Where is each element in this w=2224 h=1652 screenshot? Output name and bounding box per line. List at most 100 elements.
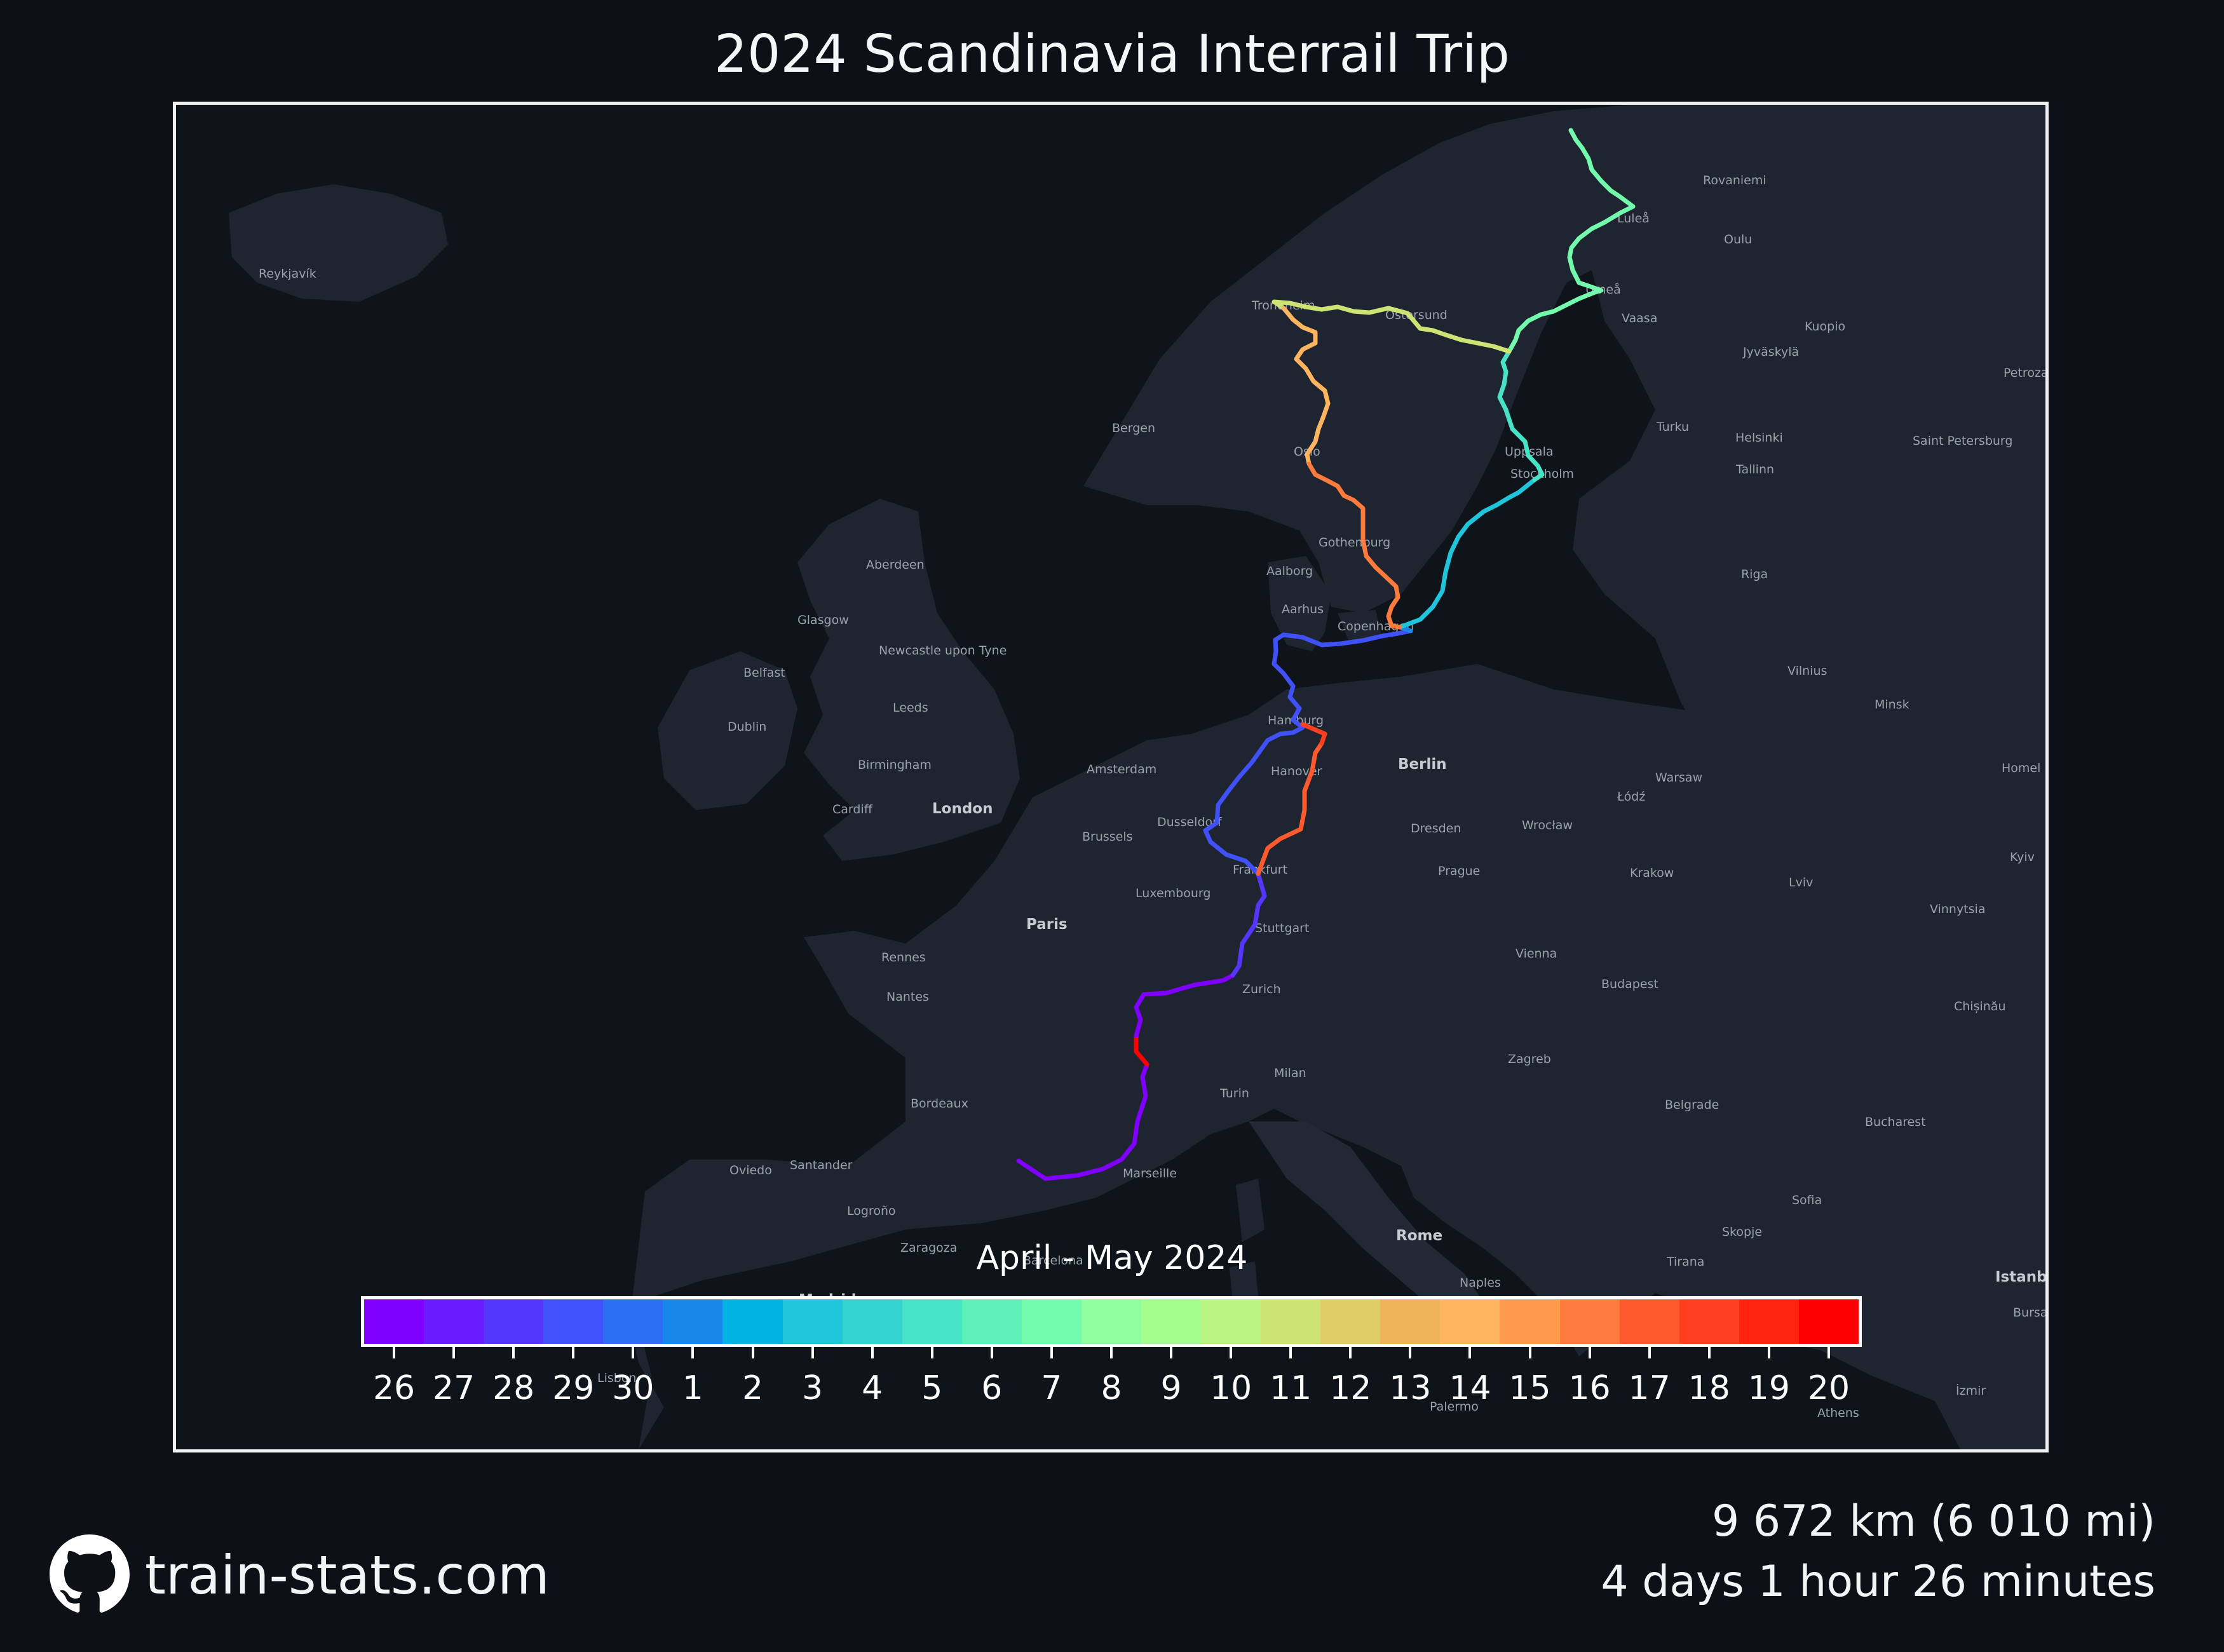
colorbar-tick-label: 2 <box>742 1369 764 1407</box>
colorbar-tick <box>1707 1346 1711 1358</box>
colorbar-tick-label: 19 <box>1747 1369 1790 1407</box>
city-label: Rovaniemi <box>1703 173 1766 187</box>
city-label: Minsk <box>1875 698 1909 712</box>
colorbar-cell <box>603 1299 663 1344</box>
city-label: Tirana <box>1666 1255 1704 1269</box>
colorbar-cell <box>1201 1299 1261 1344</box>
city-label: İzmir <box>1956 1383 1986 1398</box>
city-label: Zagreb <box>1508 1052 1551 1066</box>
colorbar-tick-label: 13 <box>1389 1369 1432 1407</box>
scandinavia-landmass <box>1083 105 2045 766</box>
colorbar-tick <box>930 1346 933 1358</box>
city-label: Turku <box>1656 420 1689 434</box>
colorbar-cell <box>1320 1299 1381 1344</box>
colorbar-cell <box>1081 1299 1142 1344</box>
colorbar-tick-label: 27 <box>433 1369 475 1407</box>
colorbar-cell <box>1798 1299 1859 1344</box>
colorbar-tick <box>1409 1346 1412 1358</box>
colorbar-tick <box>452 1346 456 1358</box>
colorbar-tick-label: 29 <box>552 1369 595 1407</box>
colorbar-cell <box>1141 1299 1202 1344</box>
colorbar-tick-label: 30 <box>612 1369 654 1407</box>
city-label: Milan <box>1274 1066 1306 1080</box>
colorbar-tick-label: 14 <box>1449 1369 1491 1407</box>
city-label: Turin <box>1219 1087 1249 1100</box>
city-label: Belfast <box>743 666 785 680</box>
city-label: Bucharest <box>1865 1115 1926 1129</box>
city-label: Santander <box>790 1158 853 1172</box>
city-label: Zaragoza <box>900 1241 957 1255</box>
city-label: Belgrade <box>1665 1098 1719 1112</box>
colorbar-cell <box>1380 1299 1441 1344</box>
route-segment <box>1016 1062 1149 1181</box>
colorbar-tick-label: 26 <box>372 1369 416 1407</box>
colorbar-tick <box>1349 1346 1352 1358</box>
city-label: Budapest <box>1601 977 1658 991</box>
city-label: Luxembourg <box>1136 886 1210 900</box>
colorbar-cell <box>842 1299 902 1344</box>
colorbar-tick-label: 15 <box>1509 1369 1551 1407</box>
site-link[interactable]: train-stats.com <box>145 1544 550 1606</box>
chart-title: 2024 Scandinavia Interrail Trip <box>714 24 1510 85</box>
route-segment <box>1271 299 1512 354</box>
city-label: Saint Petersburg <box>1913 434 2012 448</box>
colorbar-tick-label: 11 <box>1270 1369 1312 1407</box>
route-segment <box>1306 461 1402 630</box>
colorbar-tick <box>1170 1346 1173 1358</box>
colorbar-tick-label: 20 <box>1807 1369 1850 1407</box>
city-label: Dusseldorf <box>1157 815 1223 829</box>
iceland-landmass <box>229 184 448 302</box>
colorbar-tick <box>990 1346 993 1358</box>
colorbar-tick <box>1767 1346 1770 1358</box>
colorbar-tick-label: 1 <box>682 1369 703 1407</box>
colorbar-tick-label: 12 <box>1329 1369 1372 1407</box>
route-segment <box>1497 349 1545 482</box>
colorbar-tick <box>1588 1346 1591 1358</box>
route-segment <box>1134 973 1235 1038</box>
city-label: Leeds <box>893 701 928 715</box>
city-label: Wrocław <box>1522 818 1573 832</box>
colorbar-tick <box>1827 1346 1830 1358</box>
colorbar-tick <box>512 1346 515 1358</box>
city-label: Rome <box>1396 1228 1442 1244</box>
colorbar-tick <box>632 1346 635 1358</box>
colorbar-tick <box>1528 1346 1531 1358</box>
city-label: Berlin <box>1398 756 1447 773</box>
github-icon[interactable] <box>50 1534 130 1615</box>
colorbar-cell <box>902 1299 962 1344</box>
city-label: Luleå <box>1617 211 1650 226</box>
route-segment <box>1507 128 1636 354</box>
city-label: Helsinki <box>1735 431 1783 445</box>
colorbar-tick-label: 10 <box>1210 1369 1252 1407</box>
colorbar-cell <box>1559 1299 1620 1344</box>
route-segment <box>1281 306 1331 466</box>
colorbar-tick <box>393 1346 396 1358</box>
colorbar-tick-label: 7 <box>1041 1369 1062 1407</box>
colorbar-tick-label: 6 <box>981 1369 1003 1407</box>
city-label: Gothenburg <box>1319 536 1390 550</box>
city-label: Cardiff <box>832 802 873 816</box>
colorbar-cell <box>1739 1299 1799 1344</box>
map-panel[interactable]: Reykjavík Bergen Oslo Trondheim Östersun… <box>173 102 2049 1452</box>
colorbar-tick <box>871 1346 874 1358</box>
italy-landmass <box>1249 1121 1490 1344</box>
city-label: Vienna <box>1515 947 1557 961</box>
great-britain-landmass <box>797 499 1020 861</box>
city-label: Oulu <box>1724 233 1752 247</box>
city-label: Birmingham <box>858 758 932 772</box>
city-label: Istanbul <box>1995 1269 2045 1285</box>
city-label: Skopje <box>1722 1225 1762 1239</box>
route-segment <box>1256 741 1324 876</box>
city-label: Jyväskylä <box>1742 345 1799 359</box>
city-label: Dublin <box>728 720 766 734</box>
city-label: London <box>932 801 993 817</box>
colorbar-cell <box>1261 1299 1321 1344</box>
city-label: Aberdeen <box>866 558 925 572</box>
colorbar-tick-label: 5 <box>921 1369 943 1407</box>
route-layer <box>1016 128 1636 1181</box>
city-label: Glasgow <box>797 613 849 627</box>
route-segment <box>1397 477 1537 630</box>
legend-title: April - May 2024 <box>976 1239 1248 1277</box>
colorbar-cell <box>1619 1299 1679 1344</box>
city-label: Newcastle upon Tyne <box>879 644 1007 658</box>
